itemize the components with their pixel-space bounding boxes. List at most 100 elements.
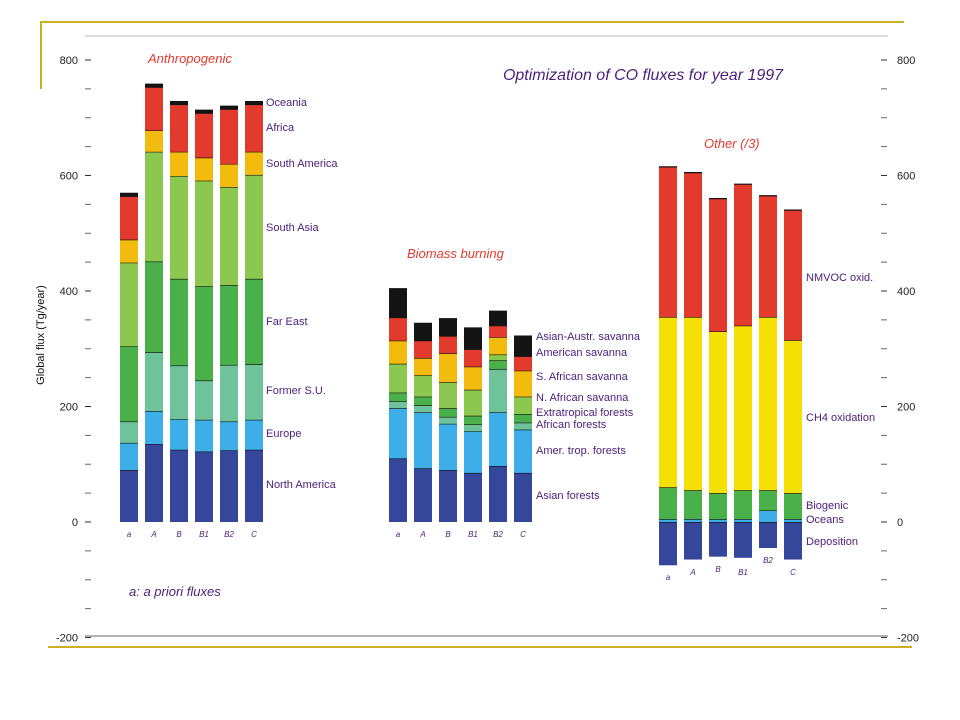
bar-segment	[439, 408, 457, 417]
bar-segment	[489, 337, 507, 355]
segment-label: Europe	[266, 428, 301, 440]
bar-segment	[195, 180, 213, 287]
bar-segment	[439, 336, 457, 354]
bar-segment	[195, 113, 213, 158]
bottom-rule	[48, 646, 912, 648]
scenario-label: B1	[738, 568, 748, 577]
bar-segment	[489, 354, 507, 361]
bar-segment	[195, 110, 213, 114]
bar-segment	[220, 421, 238, 451]
scenario-label: C	[790, 568, 796, 577]
bar-segment	[170, 419, 188, 450]
bar-segment	[489, 360, 507, 369]
bar-segment	[784, 493, 802, 520]
bar-segment	[389, 401, 407, 409]
scenario-label: B2	[763, 556, 773, 565]
bar-segment	[220, 163, 238, 188]
segment-label: Asian-Austr. savanna	[536, 331, 641, 343]
segment-label: African forests	[536, 419, 607, 431]
bar-segment	[389, 458, 407, 522]
segment-label: Amer. trop. forests	[536, 445, 626, 457]
bar-segment	[439, 318, 457, 337]
bar-segment	[734, 325, 752, 491]
bar-segment	[439, 470, 457, 522]
bar-segment	[145, 84, 163, 88]
bar-segment	[684, 519, 702, 522]
bar-segment	[170, 104, 188, 152]
y-tick-label-right: -200	[897, 633, 919, 645]
bar-segment	[414, 412, 432, 469]
segment-label: Africa	[266, 122, 295, 134]
bar-segment	[120, 421, 138, 443]
scenario-label: B2	[493, 530, 503, 539]
bar-segment	[145, 352, 163, 412]
bar-segment	[120, 346, 138, 422]
footnote-a-priori: a: a priori fluxes	[129, 584, 221, 599]
bar-segment	[414, 340, 432, 358]
segment-label: S. African savanna	[536, 371, 629, 383]
group-title-2: Other (/3)	[704, 136, 760, 151]
y-tick-label-right: 600	[897, 171, 915, 183]
bar-segment	[414, 357, 432, 376]
bar-segment	[145, 261, 163, 353]
bar-segment	[464, 366, 482, 390]
bar-segment	[120, 196, 138, 240]
segment-label: South Asia	[266, 222, 319, 234]
bar-segment	[120, 262, 138, 347]
bar-segment	[464, 389, 482, 416]
bar-segment	[759, 316, 777, 491]
bar-segment	[245, 151, 263, 175]
segment-label: Far East	[266, 316, 308, 328]
bar-segment	[439, 353, 457, 383]
segment-label: North America	[266, 479, 337, 491]
bar-segment	[439, 416, 457, 424]
bar-segment	[170, 101, 188, 105]
bar-segment	[784, 210, 802, 341]
bar-segment	[734, 490, 752, 520]
y-tick-label-left: -200	[56, 633, 78, 645]
segment-label: Former S.U.	[266, 385, 326, 397]
bar-segment	[195, 451, 213, 522]
segment-label: South America	[266, 158, 338, 170]
bar-segment	[684, 522, 702, 560]
bar-segment	[464, 327, 482, 350]
top-rule	[40, 21, 904, 23]
bar-segment	[709, 331, 727, 494]
y-tick-label-right: 200	[897, 402, 915, 414]
bar-segment	[145, 87, 163, 131]
bar-segment	[220, 187, 238, 286]
bar-segment	[414, 468, 432, 522]
bar-segment	[514, 414, 532, 423]
bar-segment	[514, 370, 532, 397]
bar-segment	[220, 109, 238, 164]
bar-segment	[709, 493, 727, 520]
bar-segment	[684, 316, 702, 491]
segment-label: N. African savanna	[536, 392, 629, 404]
segment-label: Deposition	[806, 536, 858, 548]
scenario-label: a	[127, 530, 132, 539]
bar-segment	[389, 363, 407, 393]
segment-label: Oceania	[266, 97, 308, 109]
scenario-label: B	[176, 530, 182, 539]
y-tick-label-right: 800	[897, 55, 915, 67]
bar-segment	[659, 166, 677, 317]
scenario-label: A	[150, 530, 156, 539]
bar-segment	[195, 380, 213, 420]
bar-segment	[414, 323, 432, 341]
bar-segment	[195, 157, 213, 181]
bar-segment	[709, 522, 727, 557]
bar-segment	[734, 519, 752, 522]
bar-segment	[414, 405, 432, 413]
bar-segment	[464, 415, 482, 425]
scenario-label: C	[520, 530, 526, 539]
bar-segment	[489, 311, 507, 326]
y-tick-label-left: 200	[60, 402, 78, 414]
bar-segment	[489, 368, 507, 413]
segment-label: American savanna	[536, 347, 628, 359]
bar-segment	[389, 288, 407, 318]
segment-label: Biogenic	[806, 500, 849, 512]
scenario-label: A	[689, 568, 695, 577]
bar-segment	[120, 239, 138, 263]
bar-segment	[759, 510, 777, 522]
